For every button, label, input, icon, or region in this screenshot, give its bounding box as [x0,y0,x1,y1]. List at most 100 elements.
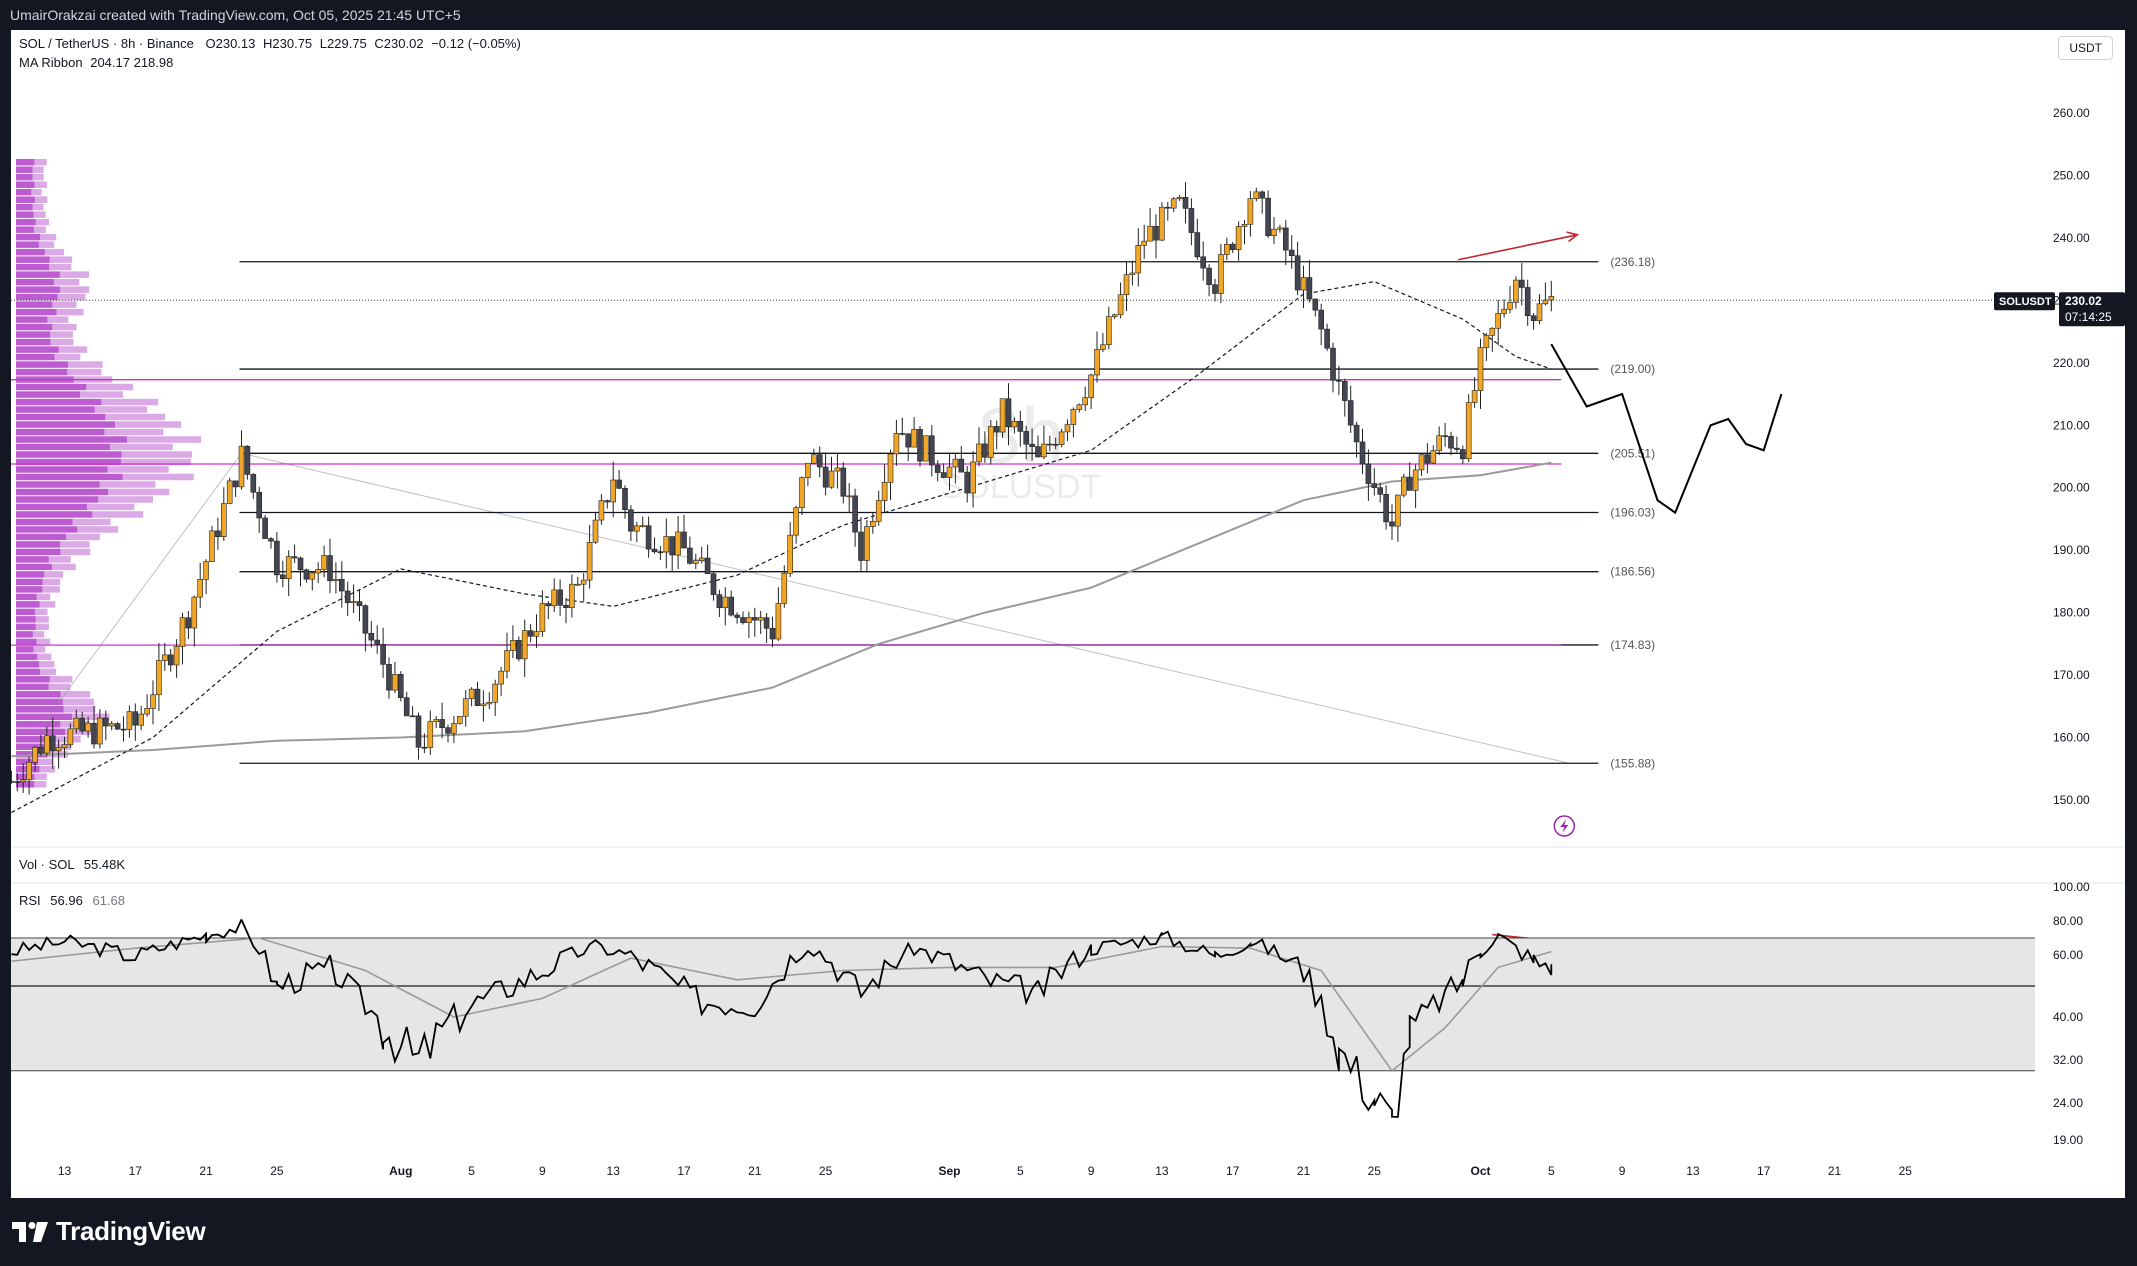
candle-body [539,603,546,632]
lightning-icon [1553,815,1576,837]
chart-canvas[interactable]: 150.00 160.00 170.00 180.00 190.00 200.00 210.… [11,30,2125,1198]
candle-body [1029,443,1035,447]
candle-body [669,536,676,556]
candle-body [728,596,735,616]
volume-profile-bar [16,676,50,683]
volume-profile-bar [115,421,182,428]
candle-body [1294,255,1301,291]
volume-profile-bar [16,316,48,323]
time-axis-tick: 9 [539,1164,546,1178]
candle [905,433,912,462]
time-axis-tick: 25 [819,1164,833,1178]
volume-legend[interactable]: Vol · SOL 55.48K [19,857,125,872]
volume-profile-bar [16,338,51,346]
candle [138,705,144,731]
candle [1224,237,1230,261]
candle-body [403,697,410,717]
volume-profile-bar [39,661,55,668]
volume-profile-bar [16,578,43,586]
candle-body [43,735,50,754]
volume-profile-bar [16,623,36,631]
candle-body [1300,277,1307,291]
candle [1312,298,1319,317]
candle-body [297,557,304,571]
candle [852,488,858,547]
candle [1471,377,1478,408]
candle-body [309,572,316,580]
candle-body [1383,494,1389,523]
rsi-axis-tick: 100.00 [2053,880,2090,894]
volume-profile-bar [48,556,71,563]
price-tag-countdown: 07:14:25 [2065,310,2112,324]
candle [1530,312,1537,330]
price-axis-tick: 250.00 [2053,168,2090,182]
candle-body [864,526,870,561]
time-axis-tick: 25 [1899,1164,1913,1178]
candle [1371,468,1378,496]
candle-body [221,503,227,537]
candle-body [445,727,451,734]
currency-unit-button[interactable]: USDT [2058,36,2113,60]
candle [126,705,133,738]
ma-ribbon-legend[interactable]: MA Ribbon 204.17 218.98 [19,55,173,70]
candle-body [887,453,894,483]
candle [1401,473,1407,498]
candle [238,430,245,490]
candle [1017,410,1024,447]
candle [639,516,646,528]
tradingview-logo[interactable]: TradingView [12,1216,206,1247]
candle [97,709,103,749]
candle [1477,338,1484,409]
candle [527,624,534,643]
ma-ribbon-label[interactable]: MA Ribbon [19,55,83,70]
candle [1324,323,1330,352]
candle-body [1471,390,1478,403]
volume-label[interactable]: Vol · SOL [19,857,75,872]
candle [604,499,611,509]
candle-body [793,507,799,536]
volume-profile-bar [67,361,103,368]
volume-profile-bar [16,218,36,226]
candle [344,581,351,616]
time-axis-tick: 17 [677,1164,691,1178]
candle-body [427,721,434,748]
candle-body [1306,277,1313,300]
volume-profile-bar [16,503,88,511]
candle-body [303,569,310,580]
tradingview-brand: TradingView [56,1216,206,1246]
candle-body [586,541,593,581]
candle-body [1365,463,1372,484]
symbol-tag-text: SOLUSDT [1999,296,2052,308]
candle [1306,260,1313,303]
volume-profile-bar [62,698,95,706]
candle-body [1342,380,1348,401]
volume-profile-bar [16,593,37,601]
volume-profile-bar [16,571,45,578]
candle-body [439,719,445,728]
rsi-label[interactable]: RSI [19,893,41,908]
candle [1536,294,1543,325]
candle-body [687,547,693,564]
price-axis-tick: 200.00 [2053,481,2090,495]
candle-body [1448,436,1454,449]
attribution-bar: UmairOrakzai created with TradingView.co… [0,0,2137,30]
candle [681,514,687,549]
candle-body [1058,431,1065,445]
rsi-legend[interactable]: RSI 56.96 61.68 [19,893,125,908]
candle-body [238,445,245,488]
symbol-title[interactable]: SOL / TetherUS · 8h · Binance [19,36,194,51]
candle [173,639,180,678]
candle [864,520,870,573]
volume-profile-bar [33,226,46,233]
candle-body [1318,309,1324,330]
candle-body [173,646,180,666]
candle-body [1206,267,1212,285]
chart-panel[interactable]: 150.00 160.00 170.00 180.00 190.00 200.00 210.… [11,30,2125,1198]
candle-body [1094,349,1100,376]
volume-profile-bar [16,458,121,466]
candle [203,559,209,595]
candle-body [1347,400,1354,426]
volume-profile-bar [39,601,56,608]
candle [415,712,422,760]
symbol-legend[interactable]: SOL / TetherUS · 8h · Binance O230.13 H2… [19,36,521,51]
